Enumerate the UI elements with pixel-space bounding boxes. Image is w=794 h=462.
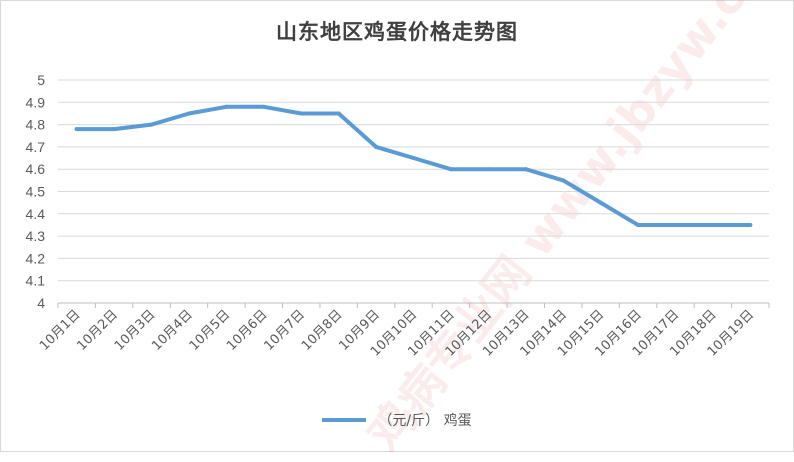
y-tick-label: 5 (37, 72, 45, 88)
data-point (261, 104, 266, 109)
data-point (74, 127, 79, 132)
x-tick-label: 10月8日 (299, 307, 346, 354)
data-point (523, 167, 528, 172)
x-tick-label: 10月2日 (74, 307, 121, 354)
y-tick-label: 4.4 (26, 206, 46, 222)
data-point (486, 167, 491, 172)
x-tick-label: 10月7日 (262, 307, 309, 354)
chart-title: 山东地区鸡蛋价格走势图 (276, 19, 518, 44)
data-point (336, 111, 341, 116)
x-tick-label: 10月6日 (224, 307, 271, 354)
y-tick-label: 4.6 (26, 161, 46, 177)
legend-label: （元/斤） 鸡蛋 (378, 413, 472, 429)
x-tick-label: 10月1日 (37, 307, 84, 354)
data-point (224, 104, 229, 109)
x-tick-label: 10月5日 (187, 307, 234, 354)
data-point (598, 200, 603, 205)
y-tick-label: 4.8 (26, 117, 46, 133)
data-point (374, 144, 379, 149)
line-chart: 44.14.24.34.44.54.64.74.84.9510月1日10月2日1… (26, 72, 770, 360)
legend-swatch (322, 418, 367, 422)
data-point (411, 156, 416, 161)
data-point (673, 222, 678, 227)
data-point (149, 122, 154, 127)
data-point (186, 111, 191, 116)
data-point (561, 178, 566, 183)
data-point (299, 111, 304, 116)
y-tick-label: 4.2 (26, 250, 46, 266)
y-tick-label: 4.1 (26, 273, 46, 289)
data-point (710, 222, 715, 227)
data-point (748, 222, 753, 227)
data-point (448, 167, 453, 172)
legend: （元/斤） 鸡蛋 (0, 410, 794, 430)
y-tick-label: 4.7 (26, 139, 46, 155)
y-tick-label: 4.3 (26, 228, 46, 244)
y-tick-label: 4.9 (26, 94, 46, 110)
y-tick-label: 4 (37, 295, 45, 311)
data-point (112, 127, 117, 132)
data-point (636, 222, 641, 227)
y-tick-label: 4.5 (26, 184, 46, 200)
x-tick-label: 10月4日 (149, 307, 196, 354)
x-tick-label: 10月3日 (112, 307, 159, 354)
